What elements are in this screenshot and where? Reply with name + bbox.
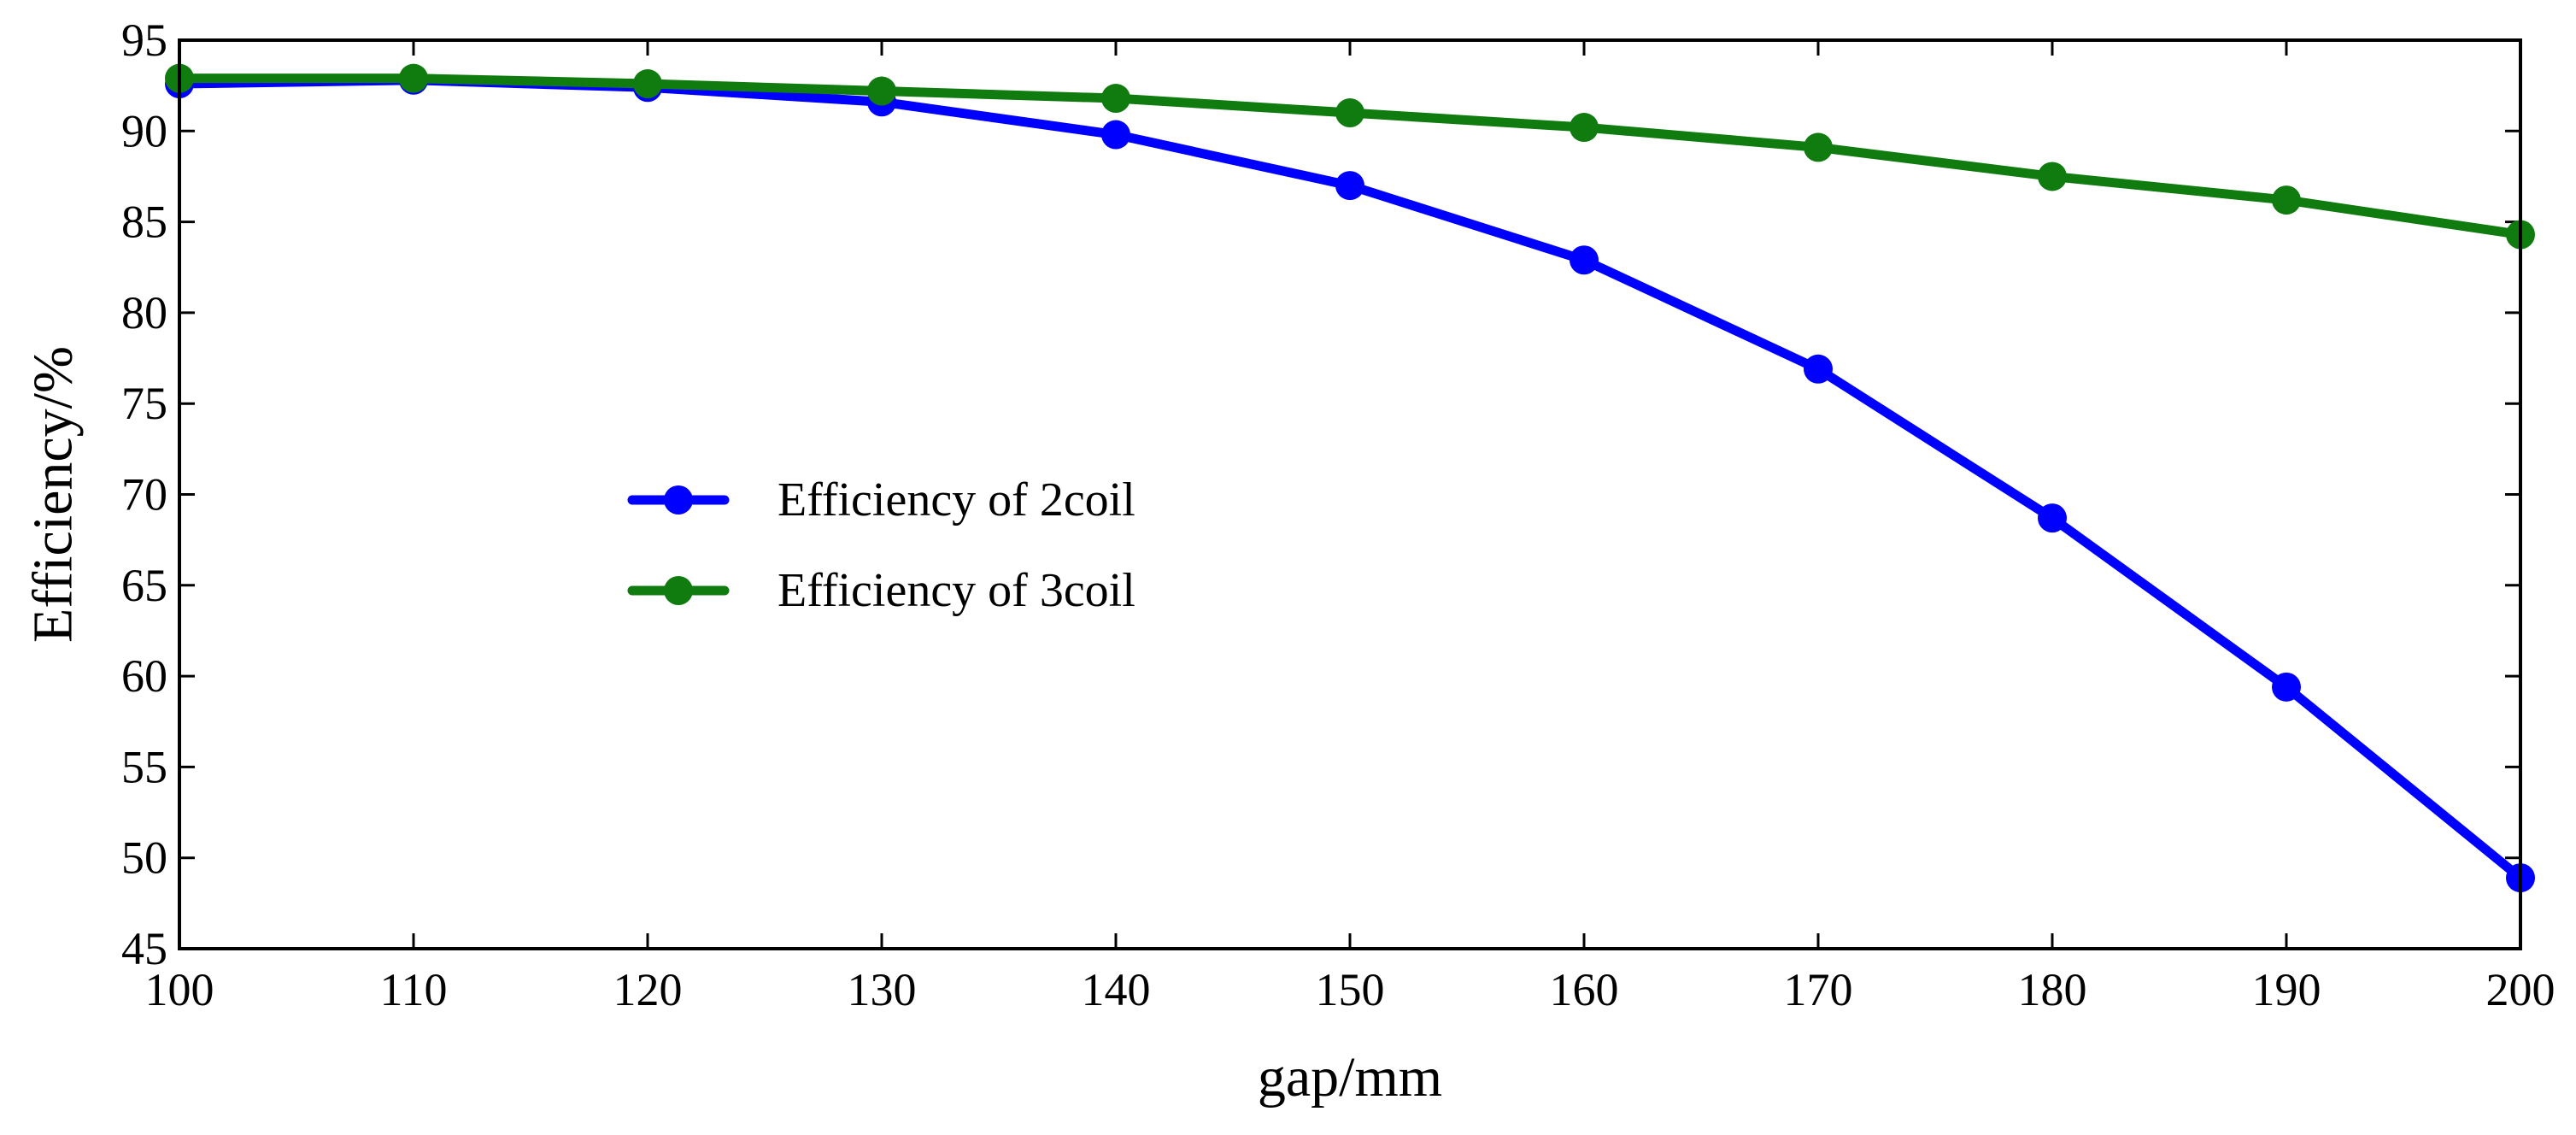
x-tick-label: 140 bbox=[1082, 964, 1151, 1015]
x-axis-title: gap/mm bbox=[1258, 1046, 1442, 1109]
data-point bbox=[1335, 98, 1364, 128]
data-point bbox=[633, 69, 662, 99]
legend-item: Efficiency of 2coil bbox=[627, 473, 1135, 526]
legend-label: Efficiency of 2coil bbox=[777, 473, 1135, 526]
data-point bbox=[1335, 171, 1364, 201]
x-tick-label: 120 bbox=[613, 964, 683, 1015]
y-tick-label: 80 bbox=[121, 287, 167, 338]
y-tick-label: 55 bbox=[121, 741, 167, 792]
series-layer bbox=[165, 63, 2535, 893]
x-tick-label: 130 bbox=[848, 964, 917, 1015]
y-axis-title: Efficiency/% bbox=[22, 346, 85, 643]
legend-label: Efficiency of 3coil bbox=[777, 564, 1135, 617]
data-point bbox=[2272, 672, 2301, 702]
y-tick-label: 85 bbox=[121, 197, 167, 248]
legend-marker bbox=[664, 576, 693, 605]
x-tick-label: 150 bbox=[1316, 964, 1385, 1015]
data-point bbox=[399, 63, 428, 93]
x-tick-label: 110 bbox=[380, 964, 448, 1015]
x-tick-label: 200 bbox=[2486, 964, 2555, 1015]
data-point bbox=[1804, 132, 1833, 162]
y-tick-label: 75 bbox=[121, 378, 167, 429]
y-tick-label: 45 bbox=[121, 923, 167, 974]
series-2 bbox=[165, 63, 2535, 250]
y-tick-label: 65 bbox=[121, 560, 167, 611]
tick-labels-layer: 45 50 55 60 65 70 75 80 85 90 95 100 110 120 130 140 150… bbox=[121, 15, 2555, 1015]
legend-marker bbox=[664, 485, 693, 515]
y-tick-label: 90 bbox=[121, 105, 167, 156]
data-point bbox=[2038, 162, 2067, 191]
data-point bbox=[1804, 354, 1833, 384]
x-tick-label: 100 bbox=[145, 964, 214, 1015]
x-tick-label: 170 bbox=[1784, 964, 1853, 1015]
x-tick-label: 190 bbox=[2252, 964, 2321, 1015]
legend: Efficiency of 2coil Efficiency of 3coil bbox=[627, 473, 1135, 617]
x-tick-label: 160 bbox=[1550, 964, 1619, 1015]
data-point bbox=[867, 76, 896, 106]
y-tick-label: 60 bbox=[121, 650, 167, 702]
data-point bbox=[1570, 113, 1599, 143]
data-point bbox=[1570, 245, 1599, 275]
data-point bbox=[1101, 120, 1130, 150]
data-point bbox=[2272, 185, 2301, 215]
data-point bbox=[2038, 503, 2067, 533]
data-point bbox=[1101, 84, 1130, 114]
legend-item: Efficiency of 3coil bbox=[627, 564, 1135, 617]
plot-frame bbox=[178, 38, 2522, 950]
y-tick-label: 50 bbox=[121, 832, 167, 884]
y-tick-label: 95 bbox=[121, 15, 167, 66]
x-tick-label: 180 bbox=[2018, 964, 2087, 1015]
y-tick-label: 70 bbox=[121, 469, 167, 520]
